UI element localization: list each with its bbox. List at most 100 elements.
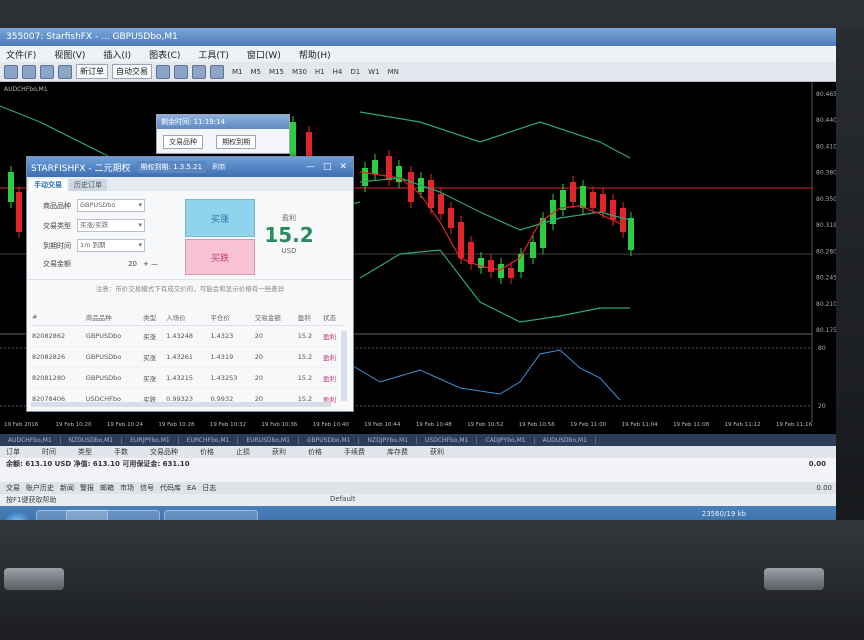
terminal-col[interactable]: 价格 bbox=[200, 448, 214, 456]
market-watch-icon[interactable] bbox=[40, 64, 54, 79]
profiles-icon[interactable] bbox=[22, 64, 36, 79]
expiry-select[interactable]: 1m 到期 bbox=[77, 239, 145, 252]
maximize-icon[interactable]: □ bbox=[322, 162, 332, 172]
payout-unit: USD bbox=[281, 247, 297, 255]
col-status[interactable]: 状态 bbox=[321, 309, 345, 326]
col-id[interactable]: # bbox=[31, 309, 85, 326]
col-profit[interactable]: 盈利 bbox=[296, 309, 322, 326]
taskbar-item[interactable] bbox=[164, 510, 258, 520]
terminal-col[interactable]: 价格 bbox=[308, 448, 322, 456]
col-amount[interactable]: 交易金额 bbox=[253, 309, 297, 326]
tf-h1[interactable]: H1 bbox=[314, 67, 325, 76]
new-order-button[interactable]: 新订单 bbox=[76, 64, 108, 79]
terminal-tab[interactable]: EA bbox=[187, 484, 197, 492]
terminal-col[interactable]: 库存费 bbox=[387, 448, 408, 456]
vertical-scrollbar[interactable] bbox=[341, 331, 347, 401]
new-chart-icon[interactable] bbox=[4, 64, 18, 79]
terminal-col[interactable]: 止损 bbox=[236, 448, 250, 456]
price-tick-label: 80.319 bbox=[816, 222, 836, 229]
table-row[interactable]: 82082862 GBPUSDbo 买涨 1.43248 1.4323 20 1… bbox=[31, 325, 345, 347]
symbol-tab[interactable]: USDCHFbo,M1 bbox=[417, 436, 478, 444]
timer-tab-expiry[interactable]: 期权到期 bbox=[216, 135, 257, 149]
terminal-tab[interactable]: 警报 bbox=[80, 484, 94, 492]
terminal-tab[interactable]: 代码库 bbox=[160, 484, 181, 492]
menu-insert[interactable]: 插入(I) bbox=[103, 50, 132, 61]
tf-h4[interactable]: H4 bbox=[332, 67, 343, 76]
symbol-tab[interactable]: EURUSDbo,M1 bbox=[238, 436, 299, 444]
symbol-select[interactable]: GBPUSDbo bbox=[77, 199, 145, 212]
candle-body bbox=[488, 260, 494, 272]
symbol-label: 商品品种 bbox=[43, 201, 71, 210]
trade-form: 商品品种 GBPUSDbo 交易类型 买涨/买跌 到期时间 1m 到期 交易金额… bbox=[27, 191, 353, 275]
balance-line: 余额: 613.10 USD 净值: 613.10 可用保证金: 631.10 … bbox=[0, 458, 836, 470]
menu-file[interactable]: 文件(F) bbox=[6, 50, 37, 61]
tf-d1[interactable]: D1 bbox=[350, 67, 361, 76]
symbol-tab[interactable]: NZDUSDbo,M1 bbox=[61, 436, 123, 444]
taskbar-item[interactable] bbox=[36, 510, 108, 520]
terminal-col[interactable]: 订单 bbox=[6, 448, 20, 456]
col-symbol[interactable]: 商品品种 bbox=[84, 309, 143, 326]
symbol-tab[interactable]: GBPUSDbo,M1 bbox=[299, 436, 360, 444]
timer-tab-symbol[interactable]: 交易品种 bbox=[163, 135, 203, 149]
tf-m15[interactable]: M15 bbox=[269, 67, 284, 76]
symbol-tab[interactable]: AUDUSDbo,M1 bbox=[535, 436, 596, 444]
symbol-tab[interactable]: CADJPYbo,M1 bbox=[477, 436, 535, 444]
refresh-link[interactable]: 刷新 bbox=[212, 163, 227, 171]
expiry-timer-popup[interactable]: 剩余时间: 11:19:14 交易品种 期权到期 bbox=[156, 114, 290, 154]
menu-chart[interactable]: 图表(C) bbox=[149, 50, 181, 61]
terminal-col[interactable]: 交易品种 bbox=[150, 448, 178, 456]
terminal-tab[interactable]: 市场 bbox=[120, 484, 134, 492]
symbol-tab[interactable]: EURJPYbo,M1 bbox=[122, 436, 179, 444]
table-row[interactable]: 82082826 GBPUSDbo 买涨 1.43261 1.4319 20 1… bbox=[31, 346, 345, 368]
terminal-tab[interactable]: 邮箱 bbox=[100, 484, 114, 492]
zoom-out-icon[interactable] bbox=[174, 64, 188, 79]
col-entry[interactable]: 入场价 bbox=[165, 309, 210, 326]
terminal-col[interactable]: 手数 bbox=[114, 448, 128, 456]
zoom-in-icon[interactable] bbox=[156, 64, 170, 79]
type-select[interactable]: 买涨/买跌 bbox=[77, 219, 145, 232]
call-button[interactable]: 买涨 bbox=[185, 199, 255, 237]
price-tick-label: 80.440 bbox=[816, 117, 836, 124]
terminal-col[interactable]: 获利 bbox=[272, 448, 286, 456]
tf-m5[interactable]: M5 bbox=[250, 67, 262, 76]
crosshair-icon[interactable] bbox=[210, 64, 224, 79]
symbol-tab[interactable]: AUDCHFbo,M1 bbox=[0, 436, 61, 444]
col-type[interactable]: 类型 bbox=[142, 309, 166, 326]
terminal-col[interactable]: 获利 bbox=[430, 448, 444, 456]
tab-manual-trade[interactable]: 手动交易 bbox=[29, 179, 67, 191]
close-icon[interactable]: ✕ bbox=[339, 162, 347, 172]
terminal-col[interactable]: 手续费 bbox=[344, 448, 365, 456]
taskbar-item[interactable] bbox=[66, 510, 160, 520]
symbol-tab[interactable]: EURCHFbo,M1 bbox=[179, 436, 239, 444]
terminal-tab[interactable]: 日志 bbox=[202, 484, 217, 492]
minimize-icon[interactable]: — bbox=[305, 162, 315, 172]
tf-w1[interactable]: W1 bbox=[368, 67, 380, 76]
navigator-icon[interactable] bbox=[58, 64, 72, 79]
cursor-icon[interactable] bbox=[192, 64, 206, 79]
tf-mn[interactable]: MN bbox=[387, 67, 399, 76]
timer-title: 剩余时间: 11:19:14 bbox=[157, 115, 289, 129]
col-close[interactable]: 平仓价 bbox=[209, 309, 254, 326]
tf-m1[interactable]: M1 bbox=[232, 67, 243, 76]
horizontal-scrollbar[interactable] bbox=[31, 402, 331, 407]
menu-tools[interactable]: 工具(T) bbox=[198, 50, 229, 61]
tab-history[interactable]: 历史订单 bbox=[69, 179, 107, 191]
symbol-tab[interactable]: NZDJPYbo,M1 bbox=[359, 436, 418, 444]
table-row[interactable]: 82081280 GBPUSDbo 买涨 1.43215 1.43253 20 … bbox=[31, 367, 345, 389]
amount-stepper[interactable]: + — bbox=[143, 260, 159, 268]
terminal-tab[interactable]: 账户历史 bbox=[26, 484, 54, 492]
put-button[interactable]: 买跌 bbox=[185, 239, 255, 275]
terminal-tab[interactable]: 新闻 bbox=[60, 484, 74, 492]
terminal-col[interactable]: 类型 bbox=[78, 448, 92, 456]
start-button[interactable] bbox=[4, 512, 30, 520]
amount-input[interactable]: 20 bbox=[128, 260, 137, 268]
terminal-tab[interactable]: 交易 bbox=[6, 484, 20, 492]
menu-view[interactable]: 视图(V) bbox=[54, 50, 86, 61]
auto-trade-button[interactable]: 自动交易 bbox=[112, 64, 152, 79]
menu-window[interactable]: 窗口(W) bbox=[246, 50, 281, 61]
terminal-tab[interactable]: 信号 bbox=[140, 484, 154, 492]
terminal-col[interactable]: 时间 bbox=[42, 448, 56, 456]
tf-m30[interactable]: M30 bbox=[291, 67, 307, 76]
menu-help[interactable]: 帮助(H) bbox=[298, 50, 331, 61]
laptop-hinge-right bbox=[764, 568, 824, 590]
